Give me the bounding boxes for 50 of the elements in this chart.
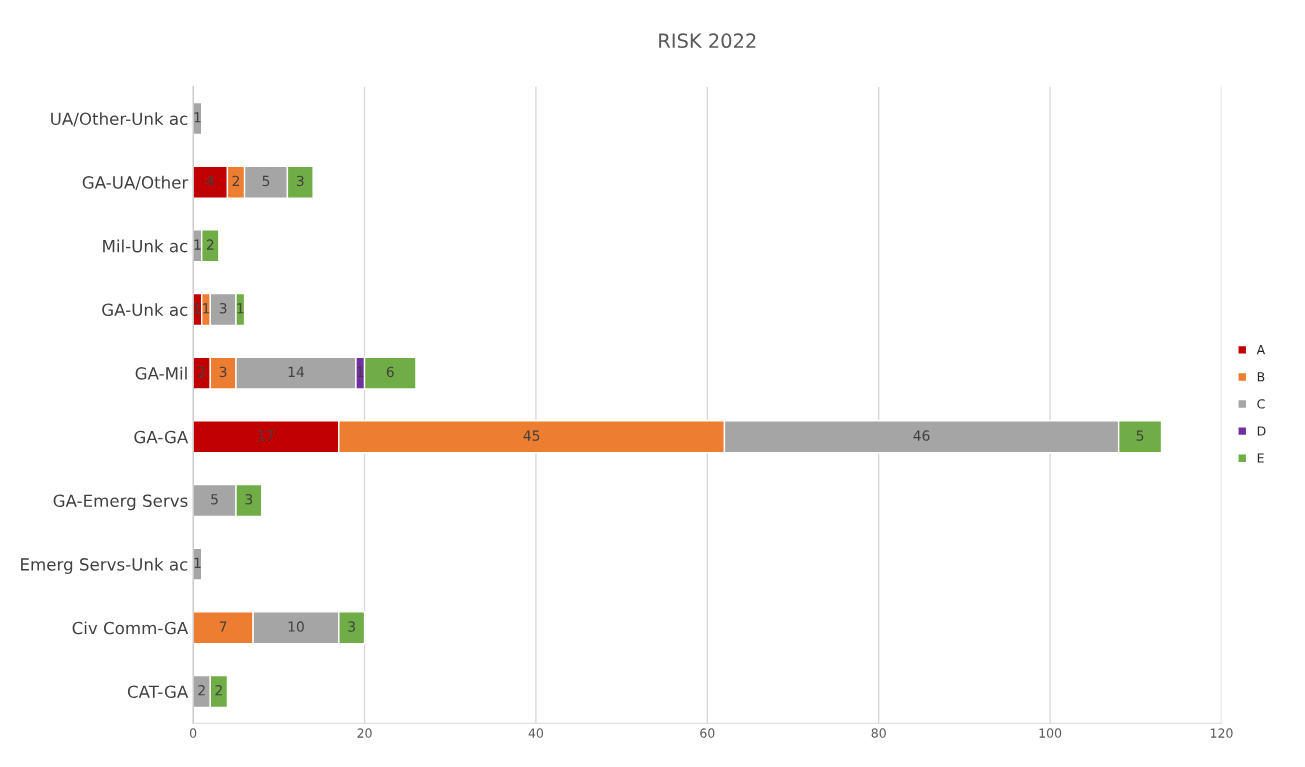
y-tick-label: GA-Mil: [135, 366, 187, 380]
x-tick-label: 40: [528, 728, 544, 738]
y-tick-label: UA/Other-Unk ac: [51, 112, 188, 127]
data-label: 5: [262, 175, 270, 187]
y-tick-label: CAT-GA: [127, 685, 189, 699]
data-label: 3: [219, 303, 227, 314]
data-label: 2: [198, 684, 205, 696]
data-label: 1: [237, 303, 244, 314]
data-label: 17: [258, 430, 274, 441]
data-label: 4: [206, 175, 214, 186]
data-label: 46: [913, 430, 930, 441]
data-label: 3: [296, 175, 304, 187]
data-label: 5: [1136, 430, 1144, 441]
legend-label: D: [1257, 426, 1266, 436]
data-label: 1: [194, 239, 201, 250]
data-label: 1: [194, 557, 201, 568]
y-tick-label: Mil-Unk ac: [103, 239, 188, 253]
data-label: 3: [245, 493, 253, 505]
y-tick-label: GA-UA/Other: [82, 175, 189, 191]
x-tick-label: 20: [357, 728, 372, 738]
data-label: 7: [219, 621, 227, 632]
data-label: 5: [211, 494, 218, 505]
y-tick-label: GA-GA: [134, 430, 189, 444]
data-label: 1: [203, 303, 210, 314]
legend-label: C: [1257, 399, 1265, 409]
data-label: 2: [232, 175, 240, 186]
x-tick-label: 60: [700, 728, 715, 738]
data-label: 2: [206, 239, 214, 250]
x-tick-label: 120: [1210, 728, 1233, 738]
chart-title: RISK 2022: [659, 33, 756, 49]
data-label: 2: [198, 366, 205, 377]
data-label: 10: [288, 621, 304, 632]
y-tick-label: Emerg Servs-Unk ac: [21, 557, 188, 574]
data-label: 2: [215, 684, 222, 696]
legend-label: E: [1257, 453, 1264, 463]
y-tick-label: Civ Comm-GA: [72, 621, 189, 635]
data-label: 6: [386, 366, 394, 378]
legend-label: A: [1256, 345, 1266, 355]
x-tick-label: 100: [1039, 728, 1062, 738]
y-tick-label: GA-Unk ac: [102, 303, 188, 317]
data-label: 1: [194, 303, 201, 314]
y-tick-label: GA-Emerg Servs: [53, 494, 188, 511]
data-label: 14: [288, 366, 305, 377]
data-label: 1: [194, 112, 201, 123]
data-label: 3: [219, 366, 227, 378]
legend-label: B: [1257, 372, 1265, 382]
data-label: 45: [523, 430, 540, 441]
data-label: 3: [348, 621, 355, 632]
x-tick-label: 0: [189, 728, 197, 738]
x-tick-label: 80: [871, 728, 886, 738]
